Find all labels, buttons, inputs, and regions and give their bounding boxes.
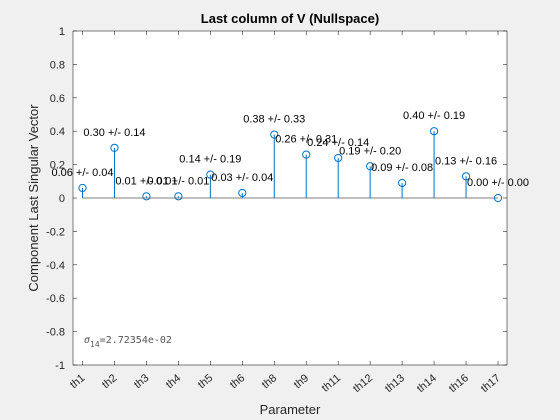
y-tick-label: -0.4 (46, 260, 65, 272)
data-label: 0.01 +/- 0.01 (147, 175, 209, 187)
y-tick-label: 0.2 (50, 160, 65, 172)
y-tick-label: 0.8 (50, 59, 65, 71)
x-tick-label: th12 (351, 372, 375, 395)
x-axis-label: Parameter (260, 402, 321, 417)
x-tick-label: th13 (383, 372, 407, 395)
sigma-subscript: 14 (90, 340, 100, 349)
stem-marker (493, 193, 503, 203)
stem-marker (174, 192, 183, 201)
data-label: 0.13 +/- 0.16 (435, 155, 497, 167)
stem-marker (78, 183, 87, 193)
data-label: 0.03 +/- 0.04 (211, 172, 273, 184)
x-tick-label: th1 (68, 372, 87, 391)
x-tick-label: th9 (292, 372, 311, 391)
stem-series (78, 127, 503, 203)
y-tick-label: 0.4 (50, 126, 65, 138)
y-axis-label: Component Last Singular Vector (26, 104, 41, 292)
stem-marker (238, 188, 247, 198)
x-tick-label: th17 (479, 372, 503, 395)
data-label: 0.09 +/- 0.08 (371, 162, 433, 174)
x-tick-label: th2 (100, 372, 119, 391)
stem-marker (429, 127, 439, 136)
x-tick-label: th8 (260, 372, 279, 391)
stem-marker (110, 143, 119, 152)
x-tick-label: th4 (164, 372, 183, 391)
data-label: 0.26 +/- 0.31 (275, 134, 337, 146)
stem-marker (142, 192, 151, 201)
stem-marker (270, 130, 279, 139)
data-label: 0.14 +/- 0.19 (179, 154, 241, 166)
stem-marker (461, 172, 471, 181)
y-tick-label: -0.6 (46, 293, 65, 305)
stem-marker (334, 153, 343, 163)
x-tick-label: th6 (228, 372, 247, 391)
data-label: 0.00 +/- 0.00 (467, 177, 529, 189)
x-tick-label: th11 (320, 372, 343, 394)
data-label: 0.38 +/- 0.33 (243, 114, 305, 126)
chart-title: Last column of V (Nullspace) (201, 11, 379, 26)
x-tick-label: th3 (132, 372, 151, 391)
y-tick-label: -0.8 (46, 327, 65, 339)
data-label: 0.06 +/- 0.04 (51, 167, 113, 179)
x-tick-label: th16 (447, 372, 471, 395)
stem-marker (302, 150, 311, 159)
y-tick-label: 0 (59, 193, 65, 205)
stem-marker (366, 162, 375, 171)
data-label: 0.24 +/- 0.14 (307, 137, 369, 149)
y-tick-label: -0.2 (46, 226, 65, 238)
sigma-value: =2.72354e-02 (100, 335, 172, 346)
stem-marker (206, 170, 215, 179)
y-tick-label: 0.6 (50, 93, 65, 105)
x-tick-label: th5 (196, 372, 215, 391)
y-tick-label: -1 (55, 360, 65, 372)
stem-marker (398, 178, 407, 188)
y-tick-label: 1 (59, 26, 65, 38)
data-label: 0.19 +/- 0.20 (339, 145, 401, 157)
y-axis: -1 -0.8 -0.6 -0.4 -0.2 0 0.2 0.4 0.6 0.8 1 (46, 26, 507, 372)
sigma-symbol: σ (84, 335, 90, 346)
data-label: 0.30 +/- 0.14 (83, 127, 145, 139)
sigma-annotation: σ14=2.72354e-02 (84, 335, 172, 349)
data-label: 0.40 +/- 0.19 (403, 110, 465, 122)
data-labels: 0.06 +/- 0.040.30 +/- 0.140.01 +/- 0.010… (51, 110, 529, 189)
x-tick-label: th14 (415, 372, 439, 395)
data-label: 0.01 +/- 0.01 (115, 175, 177, 187)
